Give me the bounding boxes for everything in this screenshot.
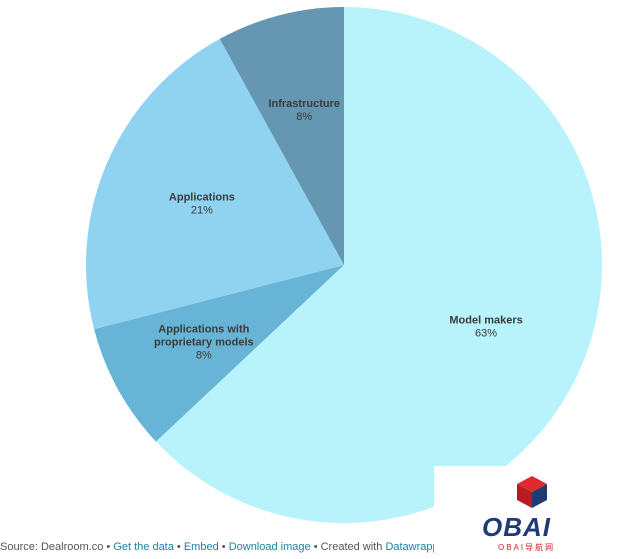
pie-slice-applications <box>85 38 344 330</box>
chart-footer: Source: Dealroom.co • Get the data • Emb… <box>0 541 448 553</box>
slice-value-label: 8% <box>196 350 212 362</box>
slice-value-label: 8% <box>296 111 312 123</box>
watermark-subtext: OBAI导航网 <box>498 543 556 552</box>
pie-slice-model-makers <box>155 7 603 523</box>
separator: • <box>106 541 111 553</box>
separator: • <box>221 541 226 553</box>
slice-value-label: 63% <box>475 327 497 339</box>
pie-slices <box>85 7 603 523</box>
embed-link[interactable]: Embed <box>183 541 219 553</box>
get-data-link[interactable]: Get the data <box>113 541 174 553</box>
slice-label: Applications <box>169 192 235 204</box>
separator: • <box>176 541 181 553</box>
separator: • <box>313 541 318 553</box>
pie-slice-infrastructure <box>219 7 344 265</box>
slice-label: Model makers <box>449 314 522 326</box>
cube-icon <box>517 476 547 508</box>
pie-slice-applications-with-proprietary-models <box>94 265 344 442</box>
slice-label: proprietary models <box>154 337 254 349</box>
watermark-logo: OBAI OBAI导航网 <box>434 466 574 556</box>
slice-label: Infrastructure <box>268 98 340 110</box>
slice-value-label: 21% <box>191 205 213 217</box>
created-with-text: Created with <box>320 541 383 553</box>
watermark-text: OBAI <box>482 512 551 542</box>
slice-label: Applications with <box>158 324 249 336</box>
download-image-link[interactable]: Download image <box>228 541 311 553</box>
source-text: Source: Dealroom.co <box>0 541 104 553</box>
datawrapper-link[interactable]: Datawrapper <box>385 541 449 553</box>
